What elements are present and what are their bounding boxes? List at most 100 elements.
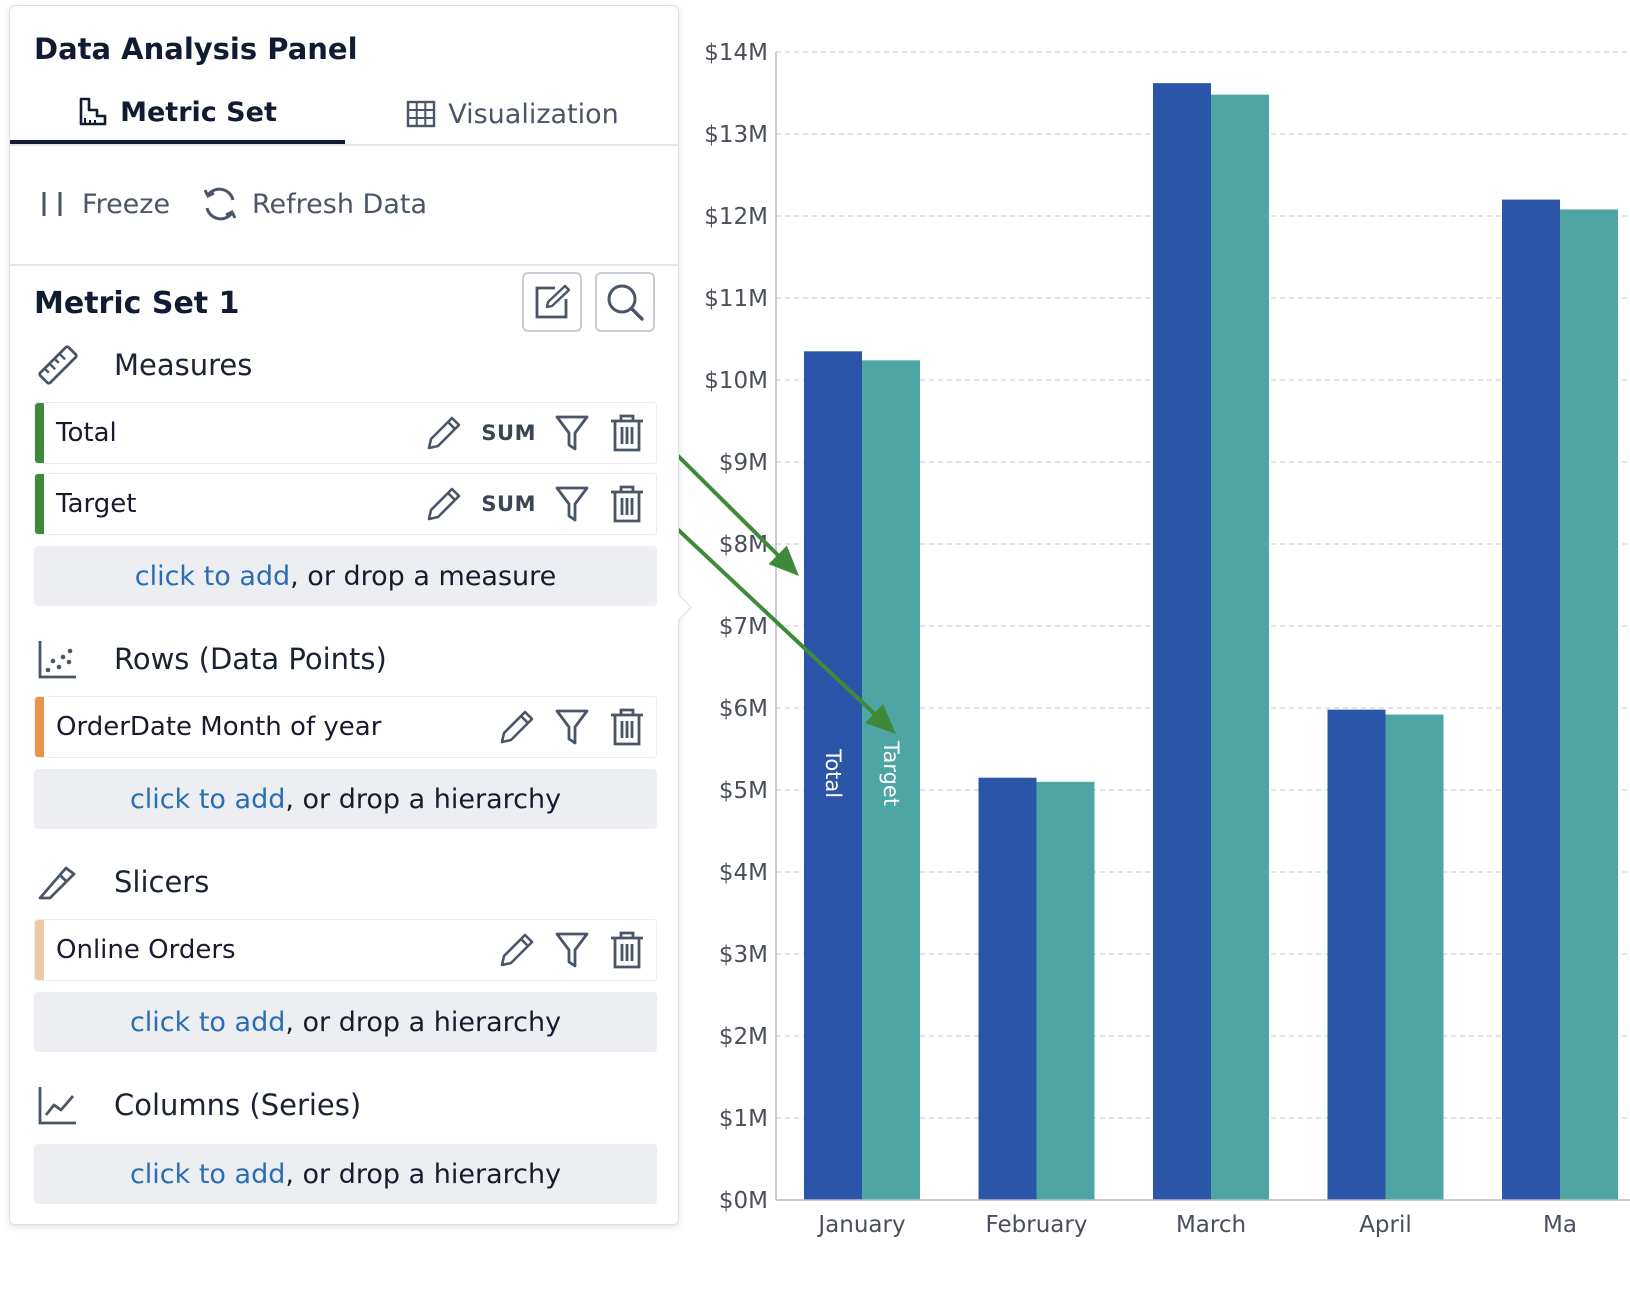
item-color-bar	[35, 474, 44, 534]
item-color-bar	[35, 403, 44, 463]
y-tick-label: $9M	[719, 450, 768, 476]
line-chart-icon	[34, 1083, 82, 1127]
click-to-add-link[interactable]: click to add	[129, 1158, 286, 1190]
click-to-add-link[interactable]: click to add	[129, 1006, 286, 1038]
item-color-bar	[35, 697, 44, 757]
search-icon	[607, 284, 644, 321]
rows-drop-zone[interactable]: click to add, or drop a hierarchy	[34, 769, 657, 829]
bar-total-january[interactable]	[804, 351, 862, 1200]
y-axis: $0M $1M $2M $3M $4M $5M $6M $7M $8M $9M $10M $11M $1…	[704, 40, 777, 1214]
drop-hint: , or drop a measure	[290, 560, 557, 592]
measures-drop-zone[interactable]: click to add, or drop a measure	[34, 546, 657, 606]
click-to-add-link[interactable]: click to add	[129, 783, 286, 815]
scatter-icon	[34, 637, 82, 681]
y-tick-label: $11M	[704, 286, 768, 312]
trash-icon[interactable]	[608, 413, 646, 453]
bar-target-february[interactable]	[1036, 781, 1095, 1200]
bar-total-february[interactable]	[978, 777, 1037, 1200]
slicer-label: Online Orders	[56, 935, 236, 965]
tab-metric-set-label: Metric Set	[120, 96, 277, 128]
arrow-target-shaft	[654, 507, 877, 716]
freeze-icon	[42, 192, 62, 216]
measure-item-target[interactable]: Target SUM	[34, 473, 657, 535]
filter-icon[interactable]	[554, 930, 590, 970]
rows-title: Rows (Data Points)	[114, 642, 387, 676]
annotation-arrows	[654, 432, 896, 734]
measure-label: Target	[56, 489, 137, 519]
aggregation-sum-button[interactable]: SUM	[481, 421, 536, 445]
columns-title: Columns (Series)	[114, 1088, 362, 1122]
grid-icon	[407, 100, 436, 128]
bar-total-ma[interactable]	[1502, 199, 1560, 1201]
bar-target-ma[interactable]	[1560, 209, 1618, 1200]
pencil-icon[interactable]	[498, 931, 536, 969]
x-tick-label: January	[816, 1212, 905, 1238]
rows-section-header: Rows (Data Points)	[34, 634, 387, 684]
bar-target-april[interactable]	[1385, 714, 1444, 1200]
slicers-title: Slicers	[114, 865, 210, 899]
row-label: OrderDate Month of year	[56, 712, 382, 742]
y-tick-label: $14M	[704, 40, 768, 66]
edit-icon	[535, 284, 571, 319]
y-tick-label: $4M	[719, 860, 768, 886]
arrow-target-head	[865, 703, 896, 734]
chart-gridlines	[776, 51, 1630, 1119]
columns-drop-zone[interactable]: click to add, or drop a hierarchy	[34, 1144, 657, 1204]
row-item-orderdate[interactable]: OrderDate Month of year	[34, 696, 657, 758]
refresh-data-button[interactable]: Refresh Data	[200, 184, 427, 224]
bar-total-april[interactable]	[1327, 709, 1386, 1200]
click-to-add-link[interactable]: click to add	[134, 560, 291, 592]
x-tick-label: February	[986, 1212, 1088, 1238]
bar-data-label: Target	[879, 740, 903, 806]
pencil-icon[interactable]	[498, 708, 536, 746]
pencil-icon[interactable]	[425, 485, 463, 523]
edit-metric-set-button[interactable]	[522, 272, 582, 332]
chart-bars: Total Target	[804, 83, 1618, 1201]
y-tick-label: $1M	[719, 1106, 768, 1132]
aggregation-sum-button[interactable]: SUM	[481, 492, 536, 516]
y-tick-label: $2M	[719, 1024, 768, 1050]
freeze-button[interactable]: Freeze	[38, 184, 170, 224]
tab-metric-set[interactable]: Metric Set	[10, 84, 345, 144]
y-tick-label: $6M	[719, 696, 768, 722]
refresh-label: Refresh Data	[252, 188, 428, 220]
tab-visualization-label: Visualization	[448, 98, 619, 130]
filter-icon[interactable]	[554, 707, 590, 747]
metric-set-icon	[79, 97, 107, 126]
slicers-drop-zone[interactable]: click to add, or drop a hierarchy	[34, 992, 657, 1052]
trash-icon[interactable]	[608, 484, 646, 524]
arrow-total-head	[768, 545, 799, 576]
y-tick-label: $13M	[704, 122, 768, 148]
bar-total-march[interactable]	[1153, 83, 1211, 1200]
search-button[interactable]	[595, 272, 655, 332]
y-tick-label: $12M	[704, 204, 768, 230]
filter-icon[interactable]	[554, 413, 590, 453]
slicer-knife-icon	[34, 860, 82, 904]
drop-hint: , or drop a hierarchy	[285, 1158, 562, 1190]
pencil-icon[interactable]	[425, 414, 463, 452]
tab-visualization[interactable]: Visualization	[345, 84, 680, 144]
y-tick-label: $8M	[719, 532, 768, 558]
trash-icon[interactable]	[608, 707, 646, 747]
metric-set-title: Metric Set 1	[34, 286, 240, 321]
item-color-bar	[35, 920, 44, 980]
slicer-item-online-orders[interactable]: Online Orders	[34, 919, 657, 981]
trash-icon[interactable]	[608, 930, 646, 970]
freeze-label: Freeze	[82, 188, 171, 220]
filter-icon[interactable]	[554, 484, 590, 524]
y-tick-label: $10M	[704, 368, 768, 394]
panel-toolbar: Freeze Refresh Data	[10, 146, 680, 266]
y-tick-label: $5M	[719, 778, 768, 804]
measures-section-header: Measures	[34, 340, 252, 390]
bar-target-january[interactable]	[862, 360, 920, 1200]
y-tick-label: $3M	[719, 942, 768, 968]
data-analysis-panel: Data Analysis Panel Metric Set Visualiza…	[9, 5, 680, 1225]
x-axis: January February March April Ma	[776, 1199, 1630, 1238]
measures-title: Measures	[114, 348, 253, 382]
measure-item-total[interactable]: Total SUM	[34, 402, 657, 464]
bar-target-march[interactable]	[1211, 94, 1269, 1200]
y-tick-label: $7M	[719, 614, 768, 640]
measure-label: Total	[56, 418, 117, 448]
x-tick-label: Ma	[1543, 1212, 1577, 1238]
ruler-icon	[34, 343, 82, 387]
